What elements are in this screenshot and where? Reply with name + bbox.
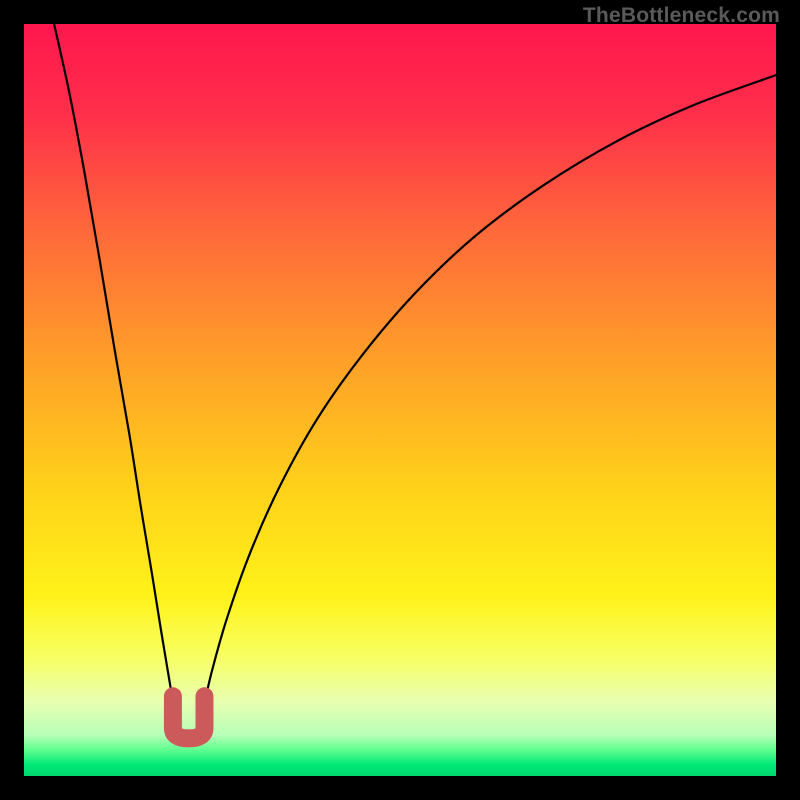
plot-background bbox=[24, 24, 776, 776]
bottleneck-plot-svg bbox=[0, 0, 800, 800]
watermark-text: TheBottleneck.com bbox=[583, 4, 780, 28]
chart-frame: TheBottleneck.com bbox=[0, 0, 800, 800]
